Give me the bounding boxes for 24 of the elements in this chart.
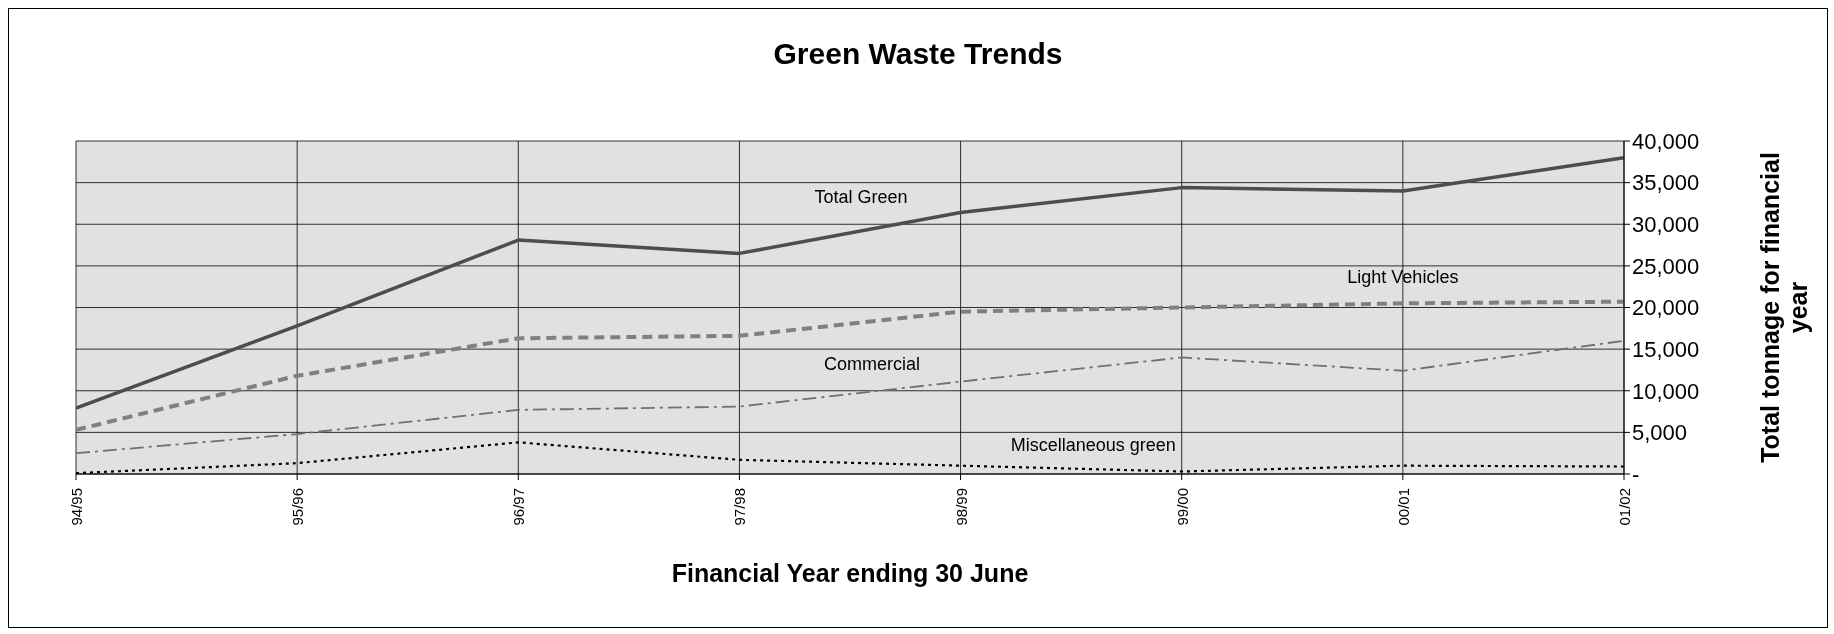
series-label: Light Vehicles [1347, 267, 1459, 288]
x-tick-label: 00/01 [1394, 488, 1412, 526]
x-tick-label: 97/98 [731, 488, 749, 526]
x-tick-label: 99/00 [1173, 488, 1191, 526]
x-tick-label: 01/02 [1616, 488, 1633, 526]
x-tick-label: 96/97 [510, 488, 528, 526]
y-tick-label: 30,000 [1632, 212, 1700, 238]
x-tick-label: 94/95 [68, 488, 85, 526]
x-axis-title: Financial Year ending 30 June [671, 559, 1029, 587]
series-label: Miscellaneous green [1010, 435, 1176, 456]
series-label: Commercial [824, 353, 921, 374]
x-tick-label: 98/99 [952, 488, 970, 526]
y-axis-title: Total tonnage for financial year [1756, 152, 1812, 463]
y-tick-label: 10,000 [1632, 378, 1700, 404]
chart-title: Green Waste Trends [772, 37, 1064, 71]
y-tick-label: 35,000 [1632, 170, 1700, 196]
y-tick-label: 15,000 [1632, 336, 1700, 362]
y-tick-label: 20,000 [1632, 295, 1700, 321]
y-tick-label: - [1632, 461, 1640, 487]
series-label: Total Green [814, 186, 908, 207]
x-tick-label: 95/96 [289, 488, 307, 526]
y-tick-label: 5,000 [1632, 420, 1688, 446]
y-tick-label: 25,000 [1632, 253, 1700, 279]
y-tick-label: 40,000 [1632, 128, 1700, 154]
